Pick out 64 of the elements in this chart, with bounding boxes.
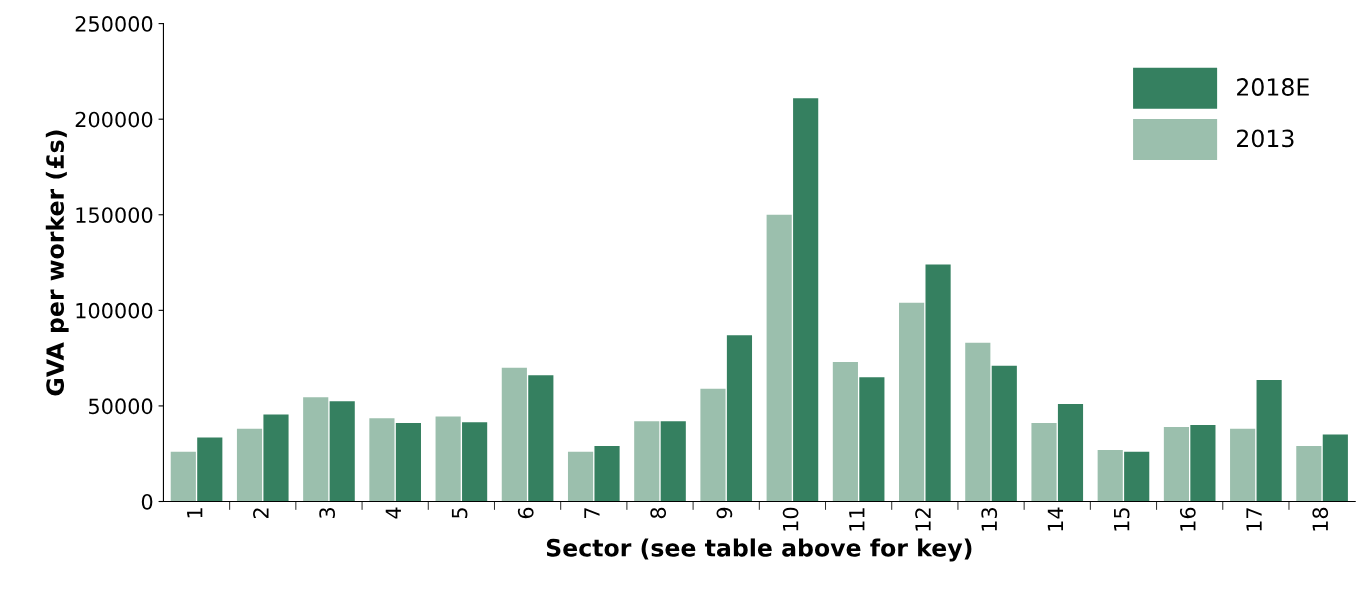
bar (634, 421, 660, 502)
bar (369, 418, 395, 502)
x-tick-label: 15 (1114, 508, 1130, 531)
x-tick-label: 14 (1047, 507, 1063, 531)
y-tick-label: 150000 (76, 207, 153, 223)
x-axis-title: Sector (see table above for key) (546, 538, 972, 562)
bar (1256, 380, 1282, 502)
y-tick-label: 200000 (75, 111, 153, 128)
x-tick-label: 1 (187, 508, 203, 518)
bar (1031, 423, 1057, 502)
bar (329, 401, 355, 502)
bar (859, 377, 885, 502)
x-tick-label: 8 (650, 507, 667, 519)
y-axis-title: GVA per worker (£s) (45, 130, 69, 396)
y-tick-label: 100000 (76, 302, 153, 319)
bar (1124, 451, 1150, 502)
bar (462, 422, 488, 502)
x-tick-label: 5 (451, 508, 468, 519)
bar (170, 451, 196, 502)
x-tick-label: 3 (319, 508, 336, 519)
legend-label: 2013 (1237, 129, 1294, 148)
bar (303, 397, 329, 502)
y-tick-label: 250000 (75, 16, 153, 32)
x-tick-label: 17 (1246, 508, 1262, 531)
bar (991, 365, 1017, 502)
bar (899, 302, 925, 502)
bar (1296, 446, 1322, 502)
bar (1322, 434, 1348, 502)
bar (435, 416, 461, 502)
bar (567, 451, 594, 502)
bar (660, 421, 686, 502)
bar (925, 264, 951, 502)
x-tick-label: 18 (1312, 507, 1329, 531)
x-tick-label: 10 (782, 507, 799, 531)
legend-label: 2018E (1237, 78, 1309, 96)
x-tick-label: 6 (517, 507, 534, 519)
bar (700, 388, 726, 502)
bar (1057, 404, 1084, 502)
bar (395, 423, 421, 502)
bar (528, 375, 554, 502)
bar (501, 367, 527, 502)
x-tick-label: 2 (253, 508, 269, 519)
bar (766, 214, 792, 502)
x-tick-label: 16 (1179, 507, 1196, 531)
bar (793, 98, 819, 502)
bar (965, 342, 991, 502)
x-tick-label: 7 (584, 508, 600, 518)
x-tick-label: 9 (716, 507, 733, 519)
y-tick-label: 0 (141, 493, 153, 510)
bar (594, 446, 620, 502)
bar (1190, 425, 1216, 502)
x-tick-label: 11 (849, 508, 865, 531)
bar (263, 414, 289, 502)
bar (197, 437, 223, 502)
bar (832, 361, 858, 502)
bar (1230, 428, 1256, 502)
x-tick-label: 4 (385, 507, 401, 519)
bar (1097, 449, 1123, 502)
y-tick-label: 50000 (89, 398, 153, 415)
bar (1163, 426, 1190, 502)
x-tick-label: 12 (915, 508, 931, 531)
bar (726, 335, 753, 502)
bar (236, 428, 263, 502)
x-tick-label: 13 (981, 508, 998, 531)
